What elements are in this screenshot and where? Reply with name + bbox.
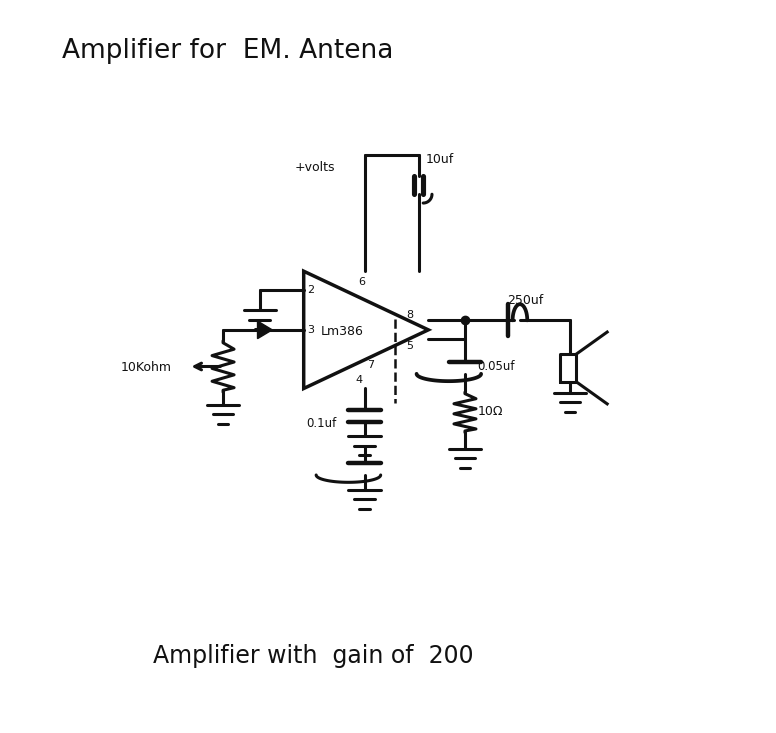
Text: 6: 6 <box>359 277 365 287</box>
Text: Amplifier with  gain of  200: Amplifier with gain of 200 <box>154 644 474 668</box>
Polygon shape <box>258 321 272 339</box>
Text: 2: 2 <box>307 284 314 295</box>
Text: 3: 3 <box>307 325 314 335</box>
Text: 8: 8 <box>407 310 414 320</box>
Text: 5: 5 <box>407 341 414 351</box>
Text: 7: 7 <box>368 360 375 370</box>
Text: 10Ω: 10Ω <box>477 405 503 419</box>
Text: 0.1uf: 0.1uf <box>306 417 336 430</box>
Text: 10uf: 10uf <box>426 153 455 166</box>
Text: Amplifier for  EM. Antena: Amplifier for EM. Antena <box>62 38 393 65</box>
Text: +volts: +volts <box>294 161 334 174</box>
Text: 250uf: 250uf <box>507 294 543 307</box>
Text: 4: 4 <box>355 375 362 385</box>
Text: Lm386: Lm386 <box>320 325 363 338</box>
Text: 10Kohm: 10Kohm <box>120 361 171 375</box>
Text: 0.05uf: 0.05uf <box>477 360 515 373</box>
